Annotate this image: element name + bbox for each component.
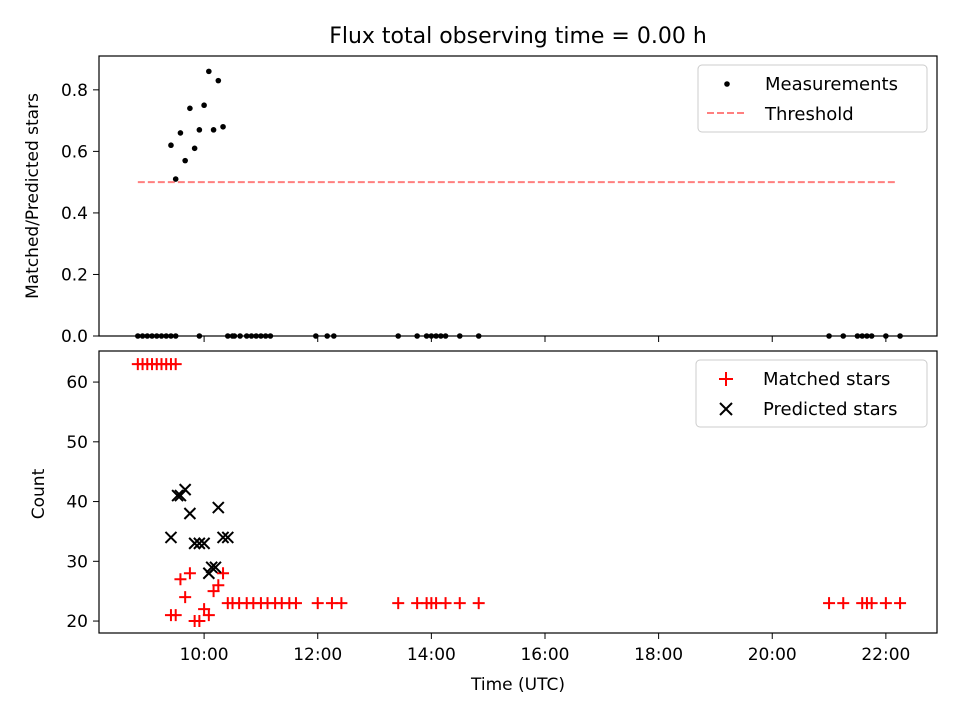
measurements-legend-label: Measurements: [765, 74, 898, 95]
measurement-point: [206, 68, 212, 75]
x-tick-label: 20:00: [748, 645, 797, 665]
matched-star-point: [311, 597, 324, 610]
predicted-star-point: [164, 531, 178, 544]
measurement-point: [187, 105, 193, 112]
predicted-star-point: [209, 561, 222, 574]
matched-star-point: [289, 597, 302, 610]
y-tick-label: 20: [66, 612, 88, 632]
bottom-marks: [131, 358, 907, 628]
top-x-ticks: [203, 336, 887, 342]
matched-star-point: [335, 597, 348, 610]
top-y-axis-label: Matched/Predicted stars: [23, 93, 43, 299]
x-tick-label: 22:00: [861, 645, 910, 665]
measurement-point: [220, 123, 226, 130]
measurement-point: [210, 127, 217, 133]
matched-star-point: [179, 591, 192, 604]
threshold-legend-label: Threshold: [764, 104, 854, 125]
matched-star-point: [837, 597, 850, 610]
measurement-point: [172, 176, 179, 182]
matched-star-point: [439, 597, 452, 610]
matched-legend-label: Matched stars: [763, 369, 890, 390]
predicted-star-point: [197, 537, 211, 550]
y-tick-label: 0.0: [61, 327, 88, 347]
top-legend: Measurements Threshold: [697, 64, 928, 133]
bottom-legend-box: [695, 359, 928, 428]
bottom-panel: 20 30 40 50 60 10:00 12:00 14:00 16:00 18:00 20:0…: [29, 350, 938, 695]
matched-star-point: [472, 597, 485, 610]
matched-star-point: [174, 573, 187, 586]
predicted-legend-label: Predicted stars: [763, 399, 897, 420]
top-y-ticks: 0.0 0.2 0.4 0.6 0.8: [61, 81, 99, 347]
matched-star-point: [202, 609, 215, 622]
measurement-point: [168, 142, 174, 149]
predicted-star-point: [183, 507, 197, 520]
chart-title: Flux total observing time = 0.00 h: [329, 24, 707, 49]
bottom-x-ticks: 10:00 12:00 14:00 16:00 18:00 20:00 22:00: [180, 633, 910, 665]
measurement-point: [177, 130, 184, 136]
top-panel: 0.00.20.40.60.8 Matched/Predicted stars …: [23, 55, 938, 347]
matched-star-point: [193, 615, 206, 628]
top-legend-box: [697, 64, 928, 133]
bottom-legend: Matched stars Predicted stars: [695, 359, 928, 428]
matched-star-point: [894, 597, 907, 610]
y-tick-label: 0.4: [61, 204, 88, 224]
bottom-y-axis-label: Count: [29, 468, 49, 519]
matched-star-point: [392, 597, 405, 610]
measurement-point: [182, 157, 188, 164]
x-tick-label: 12:00: [293, 645, 342, 665]
x-tick-label: 18:00: [634, 645, 683, 665]
y-tick-label: 0.6: [61, 142, 88, 162]
predicted-star-point: [216, 531, 230, 544]
x-tick-label: 14:00: [407, 645, 456, 665]
predicted-star-point: [178, 483, 192, 496]
y-tick-label: 0.2: [61, 265, 88, 285]
measurement-point: [215, 77, 222, 84]
matched-star-point: [879, 597, 892, 610]
y-tick-label: 50: [66, 433, 88, 453]
matched-star-point: [169, 358, 182, 371]
measurement-point: [196, 127, 203, 133]
bottom-y-ticks: 20 30 40 50 60: [66, 373, 99, 632]
x-tick-label: 10:00: [180, 645, 229, 665]
predicted-legend-marker: [719, 402, 733, 416]
matched-star-point: [183, 567, 196, 580]
y-tick-label: 30: [66, 552, 88, 572]
measurement-point: [201, 102, 207, 109]
y-tick-label: 0.8: [61, 81, 88, 101]
y-tick-label: 60: [66, 373, 88, 393]
matched-star-point: [823, 597, 836, 610]
predicted-star-point: [193, 537, 206, 550]
matched-legend-marker: [719, 372, 733, 386]
matched-star-point: [169, 609, 182, 622]
measurement-point: [191, 145, 198, 152]
x-axis-label: Time (UTC): [470, 675, 565, 695]
bottom-axes-frame: [98, 350, 938, 634]
predicted-star-point: [212, 501, 225, 514]
matched-star-point: [453, 597, 466, 610]
predicted-star-point: [205, 561, 218, 574]
x-tick-label: 16:00: [520, 645, 569, 665]
matched-star-point: [217, 567, 230, 580]
measurements-legend-marker: [724, 81, 730, 87]
y-tick-label: 40: [66, 493, 88, 513]
predicted-star-point: [171, 489, 184, 502]
matched-star-point: [212, 579, 225, 592]
predicted-star-point: [221, 531, 234, 544]
matched-star-point: [865, 597, 878, 610]
predicted-star-point: [188, 537, 201, 550]
top-axes-frame: [98, 55, 938, 337]
